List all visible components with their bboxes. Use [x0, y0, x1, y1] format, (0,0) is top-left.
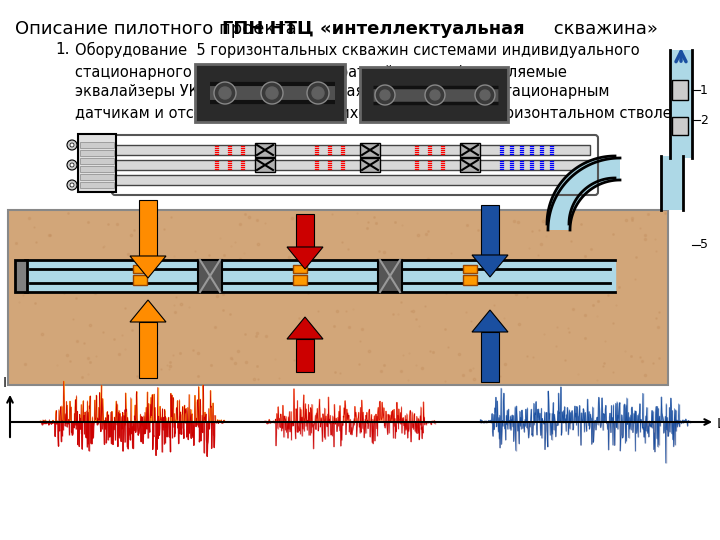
- Polygon shape: [287, 247, 323, 269]
- Bar: [463, 275, 477, 285]
- Bar: [481, 332, 499, 382]
- Circle shape: [430, 90, 440, 100]
- Bar: [378, 260, 402, 292]
- Text: 2: 2: [700, 113, 708, 126]
- Text: ГПН НТЦ «интеллектуальная: ГПН НТЦ «интеллектуальная: [222, 20, 525, 38]
- Bar: [133, 265, 147, 273]
- Text: 1.: 1.: [55, 42, 70, 57]
- Bar: [8, 210, 668, 385]
- Circle shape: [380, 90, 390, 100]
- Bar: [293, 275, 307, 285]
- Bar: [360, 143, 380, 157]
- Circle shape: [219, 87, 231, 99]
- Circle shape: [70, 163, 74, 167]
- Text: 1: 1: [700, 84, 708, 97]
- Bar: [133, 275, 147, 285]
- Text: скважина»: скважина»: [548, 20, 658, 38]
- Bar: [80, 158, 114, 164]
- Bar: [255, 158, 275, 172]
- Bar: [670, 50, 692, 158]
- Circle shape: [375, 85, 395, 105]
- Text: Оборудование  5 горизонтальных скважин системами индивидуального
стационарного к: Оборудование 5 горизонтальных скважин си…: [75, 42, 672, 121]
- Bar: [0, 40, 720, 250]
- Bar: [78, 134, 116, 192]
- Polygon shape: [547, 156, 615, 224]
- Bar: [80, 166, 114, 172]
- Bar: [672, 117, 688, 135]
- Bar: [463, 265, 477, 273]
- Polygon shape: [287, 317, 323, 339]
- Text: L: L: [717, 417, 720, 431]
- Text: 5: 5: [700, 239, 708, 252]
- Circle shape: [261, 82, 283, 104]
- Bar: [80, 150, 114, 156]
- Circle shape: [67, 160, 77, 170]
- Bar: [139, 200, 157, 256]
- Circle shape: [67, 180, 77, 190]
- Bar: [460, 143, 480, 157]
- Bar: [80, 182, 114, 188]
- Text: I: I: [3, 376, 7, 390]
- Bar: [672, 80, 688, 100]
- Bar: [255, 143, 275, 157]
- Bar: [360, 158, 380, 172]
- Bar: [80, 142, 114, 148]
- Polygon shape: [548, 158, 620, 230]
- Circle shape: [67, 140, 77, 150]
- Bar: [661, 156, 683, 210]
- Polygon shape: [130, 256, 166, 278]
- Circle shape: [307, 82, 329, 104]
- Text: Описание пилотного проекта: Описание пилотного проекта: [15, 20, 302, 38]
- Bar: [15, 260, 27, 292]
- Bar: [460, 158, 480, 172]
- Polygon shape: [472, 310, 508, 332]
- Bar: [139, 322, 157, 378]
- Bar: [115, 175, 590, 185]
- Bar: [296, 214, 314, 247]
- Polygon shape: [130, 300, 166, 322]
- Circle shape: [475, 85, 495, 105]
- Circle shape: [425, 85, 445, 105]
- Bar: [360, 67, 508, 122]
- Bar: [293, 265, 307, 273]
- Bar: [195, 64, 345, 122]
- Bar: [198, 260, 222, 292]
- Circle shape: [312, 87, 324, 99]
- Circle shape: [214, 82, 236, 104]
- Circle shape: [266, 87, 278, 99]
- Polygon shape: [472, 255, 508, 277]
- Bar: [115, 145, 590, 155]
- Bar: [80, 174, 114, 180]
- Circle shape: [480, 90, 490, 100]
- Bar: [296, 339, 314, 372]
- Bar: [115, 160, 590, 170]
- Circle shape: [70, 183, 74, 187]
- Circle shape: [70, 143, 74, 147]
- Bar: [481, 205, 499, 255]
